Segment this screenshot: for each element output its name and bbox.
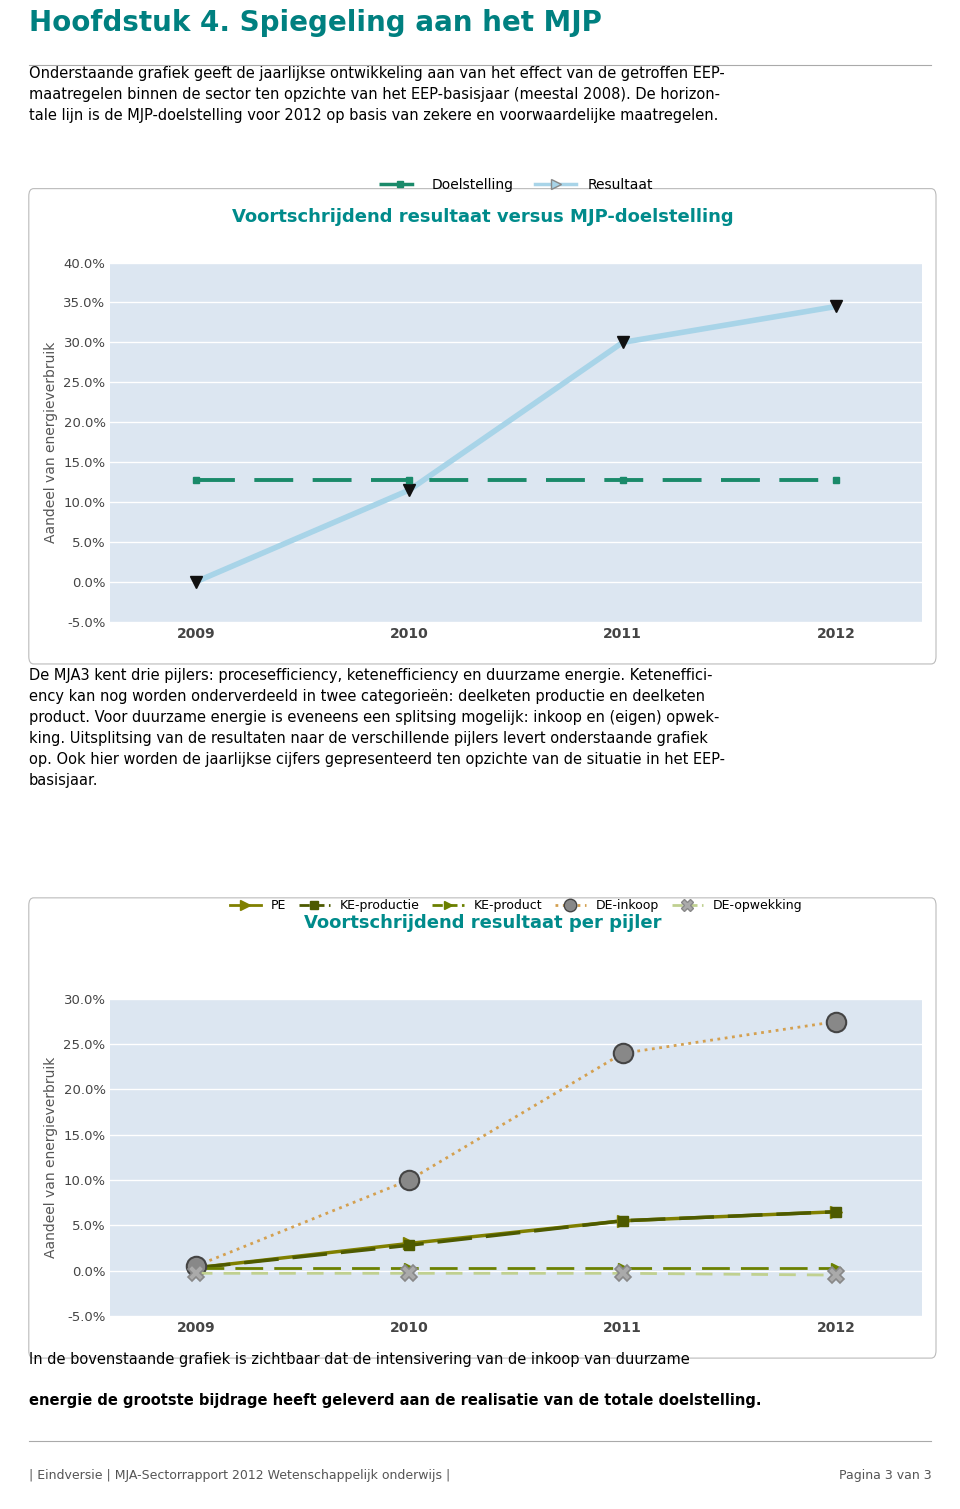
Text: Pagina 3 van 3: Pagina 3 van 3 [839,1470,931,1482]
Legend: Doelstelling, Resultaat: Doelstelling, Resultaat [373,172,659,198]
Y-axis label: Aandeel van energieverbruik: Aandeel van energieverbruik [44,341,58,543]
Y-axis label: Aandeel van energieverbruik: Aandeel van energieverbruik [44,1056,58,1259]
Text: | Eindversie | MJA-Sectorrapport 2012 Wetenschappelijk onderwijs |: | Eindversie | MJA-Sectorrapport 2012 We… [29,1470,450,1482]
Text: De MJA3 kent drie pijlers: procesefficiency, ketenefficiency en duurzame energie: De MJA3 kent drie pijlers: procesefficie… [29,668,725,789]
Text: energie de grootste bijdrage heeft geleverd aan de realisatie van de totale doel: energie de grootste bijdrage heeft gelev… [29,1393,761,1408]
Text: Hoofdstuk 4. Spiegeling aan het MJP: Hoofdstuk 4. Spiegeling aan het MJP [29,9,602,38]
Legend: PE, KE-productie, KE-product, DE-inkoop, DE-opwekking: PE, KE-productie, KE-product, DE-inkoop,… [225,895,807,917]
Text: Onderstaande grafiek geeft de jaarlijkse ontwikkeling aan van het effect van de : Onderstaande grafiek geeft de jaarlijkse… [29,66,725,124]
Text: Voortschrijdend resultaat versus MJP-doelstelling: Voortschrijdend resultaat versus MJP-doe… [231,208,733,226]
Text: Voortschrijdend resultaat per pijler: Voortschrijdend resultaat per pijler [303,914,661,933]
Text: In de bovenstaande grafiek is zichtbaar dat de intensivering van de inkoop van d: In de bovenstaande grafiek is zichtbaar … [29,1352,689,1367]
